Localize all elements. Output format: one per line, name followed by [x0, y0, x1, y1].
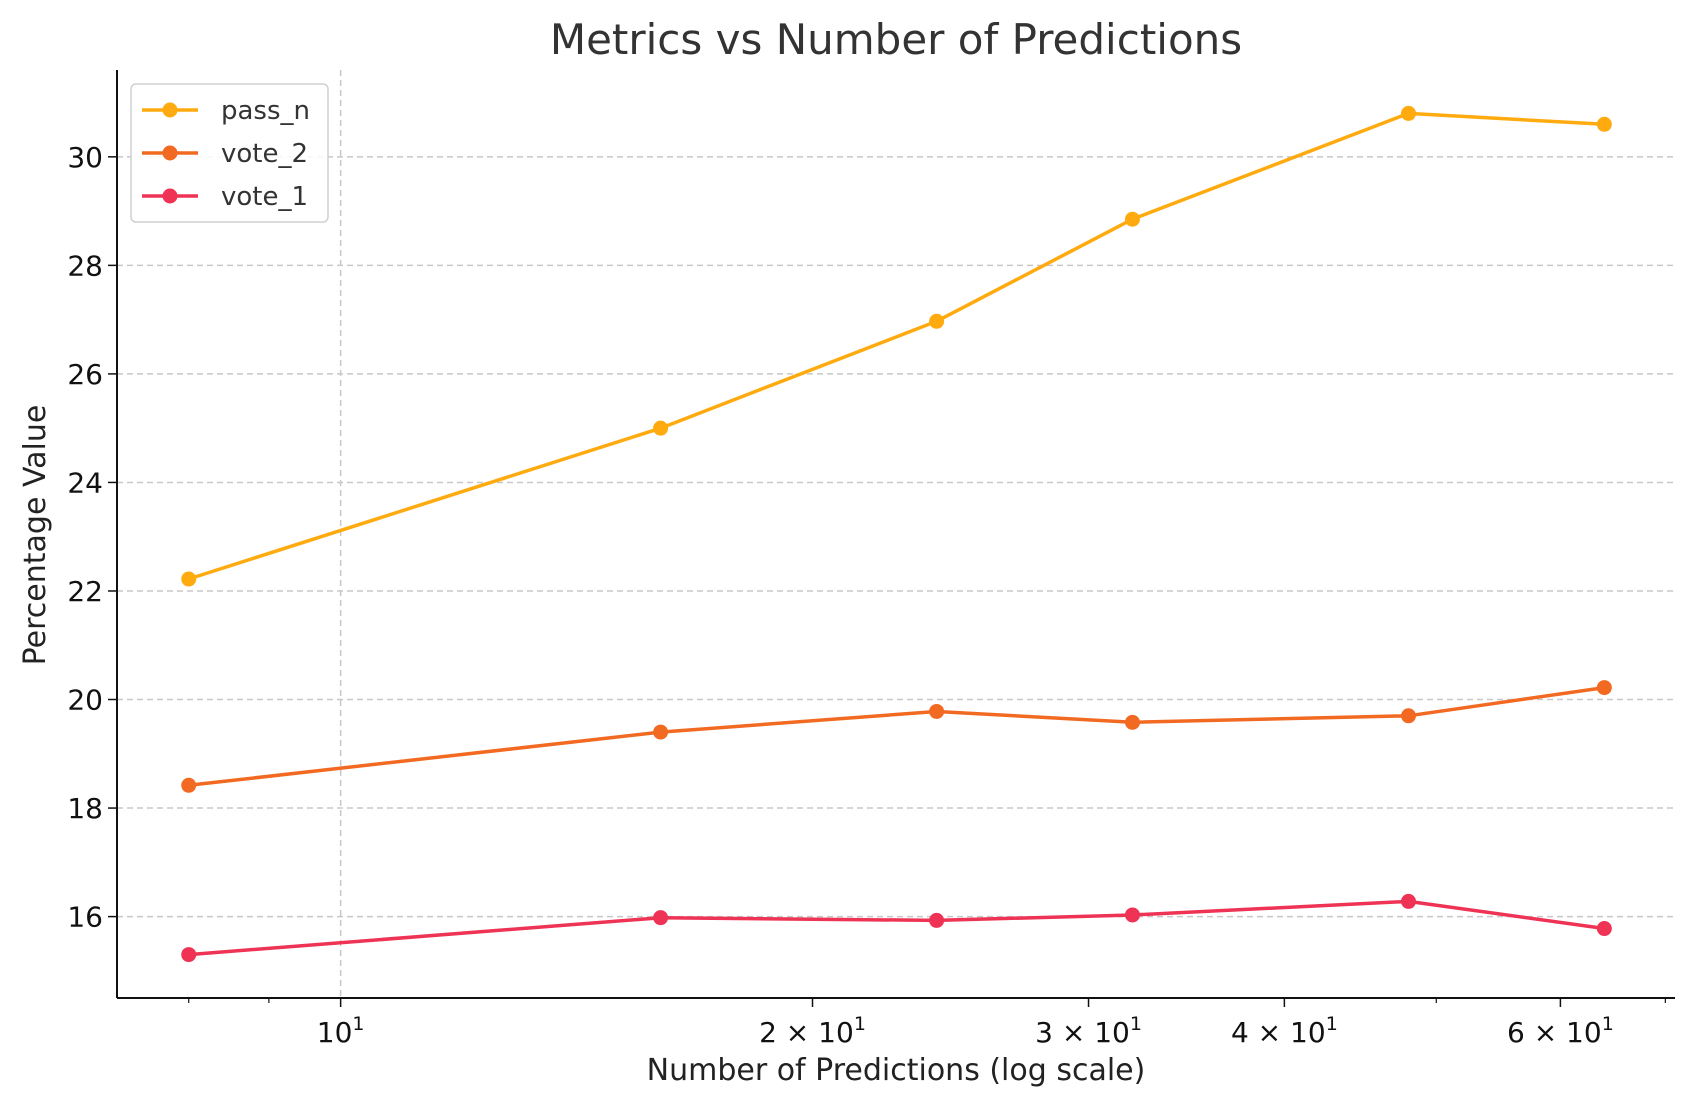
- data-point-vote_2: [181, 777, 197, 793]
- data-point-vote_2: [1596, 680, 1612, 696]
- y-tick-label: 20: [67, 684, 103, 717]
- series-layer: [181, 105, 1612, 963]
- legend: pass_n vote_2 vote_1: [130, 83, 329, 223]
- axes: 16 18 20 22 24 26 28 30 101 2 × 101 3 × 101 4 × 101…: [67, 70, 1675, 1049]
- series-line-vote_2: [188, 685, 1605, 788]
- x-axis-label: Number of Predictions (log scale): [647, 1053, 1146, 1088]
- legend-label-vote_2: vote_2: [221, 139, 308, 169]
- x-tick-label: 2 × 101: [759, 1013, 866, 1049]
- legend-label-vote_1: vote_1: [221, 182, 308, 212]
- data-point-vote_1: [929, 912, 945, 928]
- y-tick-label: 22: [67, 575, 103, 608]
- data-point-pass_n: [1124, 211, 1140, 227]
- grid-lines: [117, 70, 1675, 998]
- data-point-vote_2: [929, 703, 945, 719]
- series-line-vote_1: [188, 899, 1605, 957]
- data-point-vote_2: [1124, 714, 1140, 730]
- chart-title: Metrics vs Number of Predictions: [550, 15, 1242, 64]
- y-tick-label: 30: [67, 141, 103, 174]
- data-point-pass_n: [653, 420, 669, 436]
- y-axis-label: Percentage Value: [18, 405, 53, 666]
- x-tick-label: 101: [317, 1013, 365, 1049]
- legend-label-pass_n: pass_n: [221, 96, 310, 126]
- data-point-pass_n: [181, 571, 197, 587]
- y-tick-label: 16: [67, 901, 103, 934]
- data-point-pass_n: [1596, 116, 1612, 132]
- y-tick-label: 26: [67, 358, 103, 391]
- x-tick-label: 3 × 101: [1035, 1013, 1142, 1049]
- data-point-pass_n: [1400, 105, 1416, 121]
- y-tick-label: 28: [67, 249, 103, 282]
- y-tick-label: 18: [67, 792, 103, 825]
- legend-marker-vote_2: [162, 145, 178, 161]
- data-point-pass_n: [929, 313, 945, 329]
- data-point-vote_1: [1400, 893, 1416, 909]
- data-point-vote_2: [1400, 708, 1416, 724]
- x-tick-label: 4 × 101: [1231, 1013, 1338, 1049]
- legend-marker-vote_1: [162, 188, 178, 204]
- legend-marker-pass_n: [162, 102, 178, 118]
- legend-box: [130, 83, 329, 223]
- data-point-vote_1: [1124, 907, 1140, 923]
- data-point-vote_1: [181, 947, 197, 963]
- y-tick-label: 24: [67, 466, 103, 499]
- x-tick-label: 6 × 101: [1507, 1013, 1614, 1049]
- data-point-vote_2: [653, 724, 669, 740]
- series-line-pass_n: [188, 111, 1605, 581]
- data-point-vote_1: [1596, 921, 1612, 937]
- data-point-vote_1: [653, 910, 669, 926]
